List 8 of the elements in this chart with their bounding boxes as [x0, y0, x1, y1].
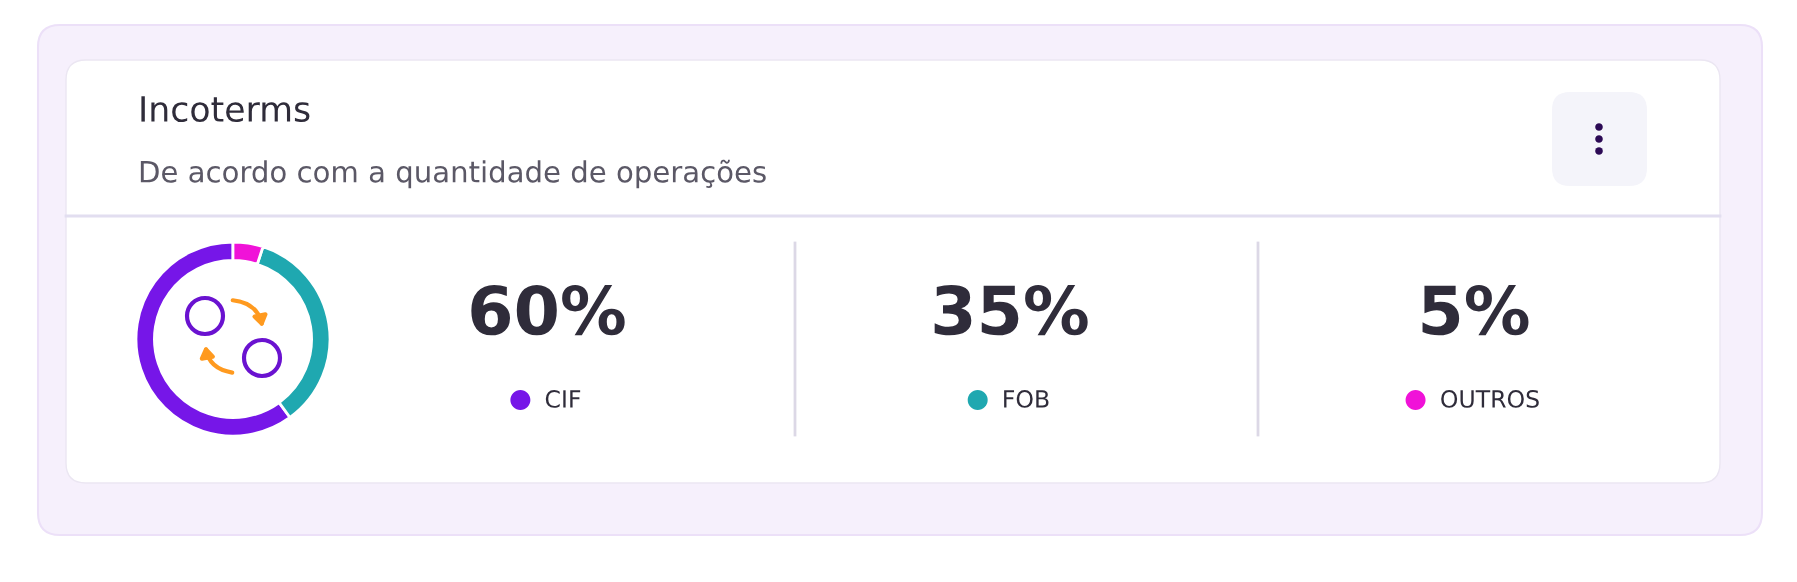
data-label: 35%	[934, 284, 1088, 336]
legend-label: OUTROS	[1441, 389, 1539, 408]
chart-subtitle: De acordo com a quantidade de operações	[140, 159, 766, 189]
chart-title: Incoterms	[141, 96, 310, 123]
legend-label: CIF	[545, 389, 581, 408]
data-label: 60%	[471, 284, 625, 336]
data-label: 5%	[1422, 284, 1529, 336]
legend-label: FOB	[1004, 389, 1049, 408]
